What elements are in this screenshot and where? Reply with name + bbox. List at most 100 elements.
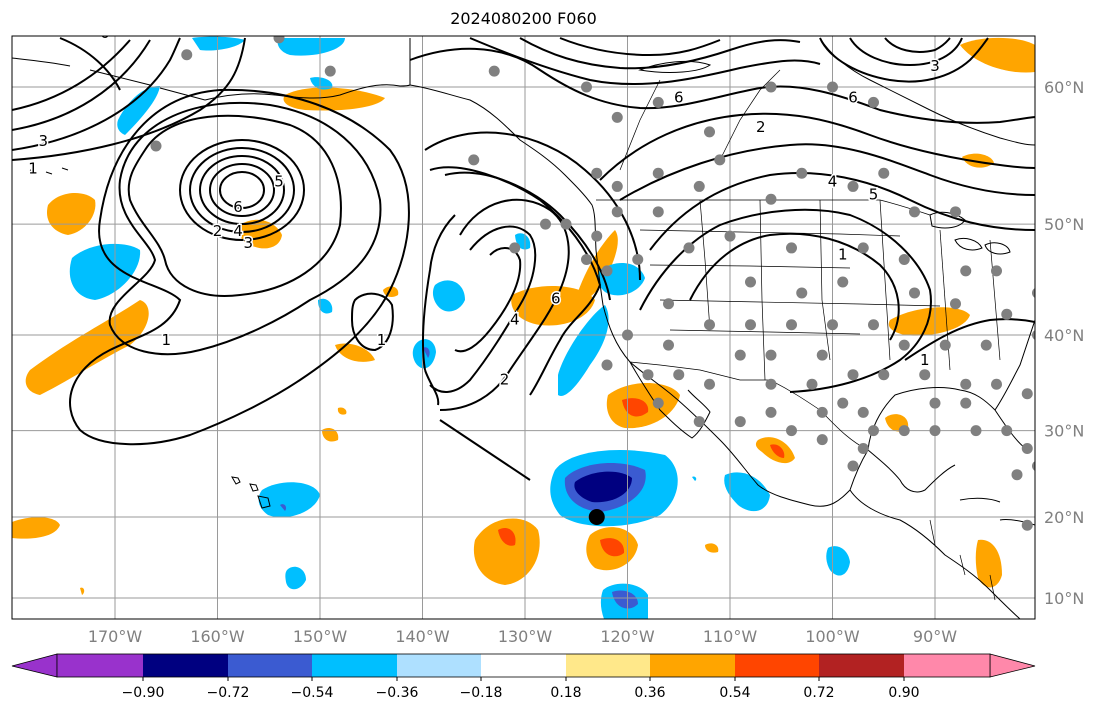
contour-label: 6 [100,24,110,42]
contour-label: 1 [161,331,171,349]
station-dot [837,276,849,288]
station-dot [1094,330,1105,341]
station-dot [991,265,1002,277]
height-contours [12,37,1035,481]
contour-label: 2 [756,118,766,136]
contour-label: 5 [274,172,284,190]
latitude-label: 60°N [1044,78,1084,97]
colorbar-tick-label: 0.36 [634,685,665,701]
station-dot [663,298,674,310]
coastlines [12,37,1035,619]
negative-anomaly-region [310,77,333,90]
positive-anomaly-region [80,587,85,595]
station-dot [765,193,777,205]
positive-anomaly-region [46,193,96,235]
contour-label: 6 [848,88,858,106]
contour-label: 1 [377,331,387,349]
colorbar-frame [56,653,991,678]
station-dot [704,126,715,138]
station-dot [847,460,859,472]
station-dot [673,369,685,381]
colorbar-tick-label: 0.90 [888,685,919,701]
station-dot [704,319,715,331]
station-dot [601,359,613,371]
contour-label: 3 [243,234,253,252]
negative-anomaly-region [285,566,306,590]
longitude-label: 140°W [395,627,450,646]
negative-anomaly-region [117,85,160,135]
colorbar-tick-label: −0.18 [460,685,503,701]
station-dot [509,242,521,254]
contour-label: 1 [838,245,848,263]
station-dot [488,65,500,77]
negative-anomaly-region [558,305,609,396]
station-dot [704,378,715,390]
negative-anomaly-region [412,339,436,369]
station-dot [611,111,623,123]
station-dot [765,81,777,93]
station-dot [1011,469,1023,481]
station-dot [806,378,818,390]
negative-anomaly-region [432,280,465,312]
positive-anomaly-region [337,407,347,415]
station-dot [1083,298,1094,309]
station-dot [929,425,941,437]
station-dot [909,206,920,218]
map-frame [11,35,1036,620]
station-dot [622,329,633,341]
station-dot [898,425,910,437]
station-dot [929,397,941,409]
positive-anomaly-region [473,518,540,585]
colorbar-segment [735,654,819,677]
station-dot [878,167,890,179]
station-dot [652,96,664,108]
colorbar-segment [57,654,143,677]
positive-anomaly-region [335,343,375,362]
station-dot [796,167,808,179]
station-dot [960,397,972,409]
station-dot [468,154,480,166]
station-dot [652,206,664,218]
positive-anomaly-region [283,87,385,111]
station-dot [857,406,869,418]
station-dot [796,287,808,299]
station-dot [683,242,695,254]
negative-anomaly-region [258,482,320,518]
station-dot [786,242,797,254]
station-dot [816,349,828,361]
station-dot [1001,425,1013,437]
station-dot [868,319,879,331]
station-dot [150,140,162,152]
station-dot [898,253,910,265]
longitude-label: 150°W [293,627,348,646]
station-dot [919,369,931,381]
station-dot [652,397,664,409]
station-dot [868,425,879,437]
positive-anomaly-region [25,300,149,395]
station-dot [950,298,961,310]
colorbar-segment [228,654,312,677]
contour-label: 6 [551,290,561,308]
positive-anomaly-region [600,538,625,557]
station-dot [591,167,603,179]
colorbar-segment [566,654,650,677]
contour-label: 1 [920,351,930,369]
longitude-labels: 170°W 160°W 150°W 140°W 130°W 120°W 110°W 100°W… [88,627,957,646]
latitude-label: 40°N [1044,326,1084,345]
station-dot [898,339,910,351]
station-dot [724,230,736,242]
station-dot [540,218,551,230]
positive-anomaly-region [238,219,282,249]
station-dot [960,265,972,277]
negative-anomaly-region [69,243,141,300]
station-dot [581,81,592,93]
station-dot [1021,443,1033,455]
station-dot [611,180,623,192]
colorbar-extend-left [11,653,58,678]
station-dot [581,253,592,265]
station-dot [837,397,849,409]
station-dot [1042,298,1053,309]
station-dot [1001,308,1013,320]
